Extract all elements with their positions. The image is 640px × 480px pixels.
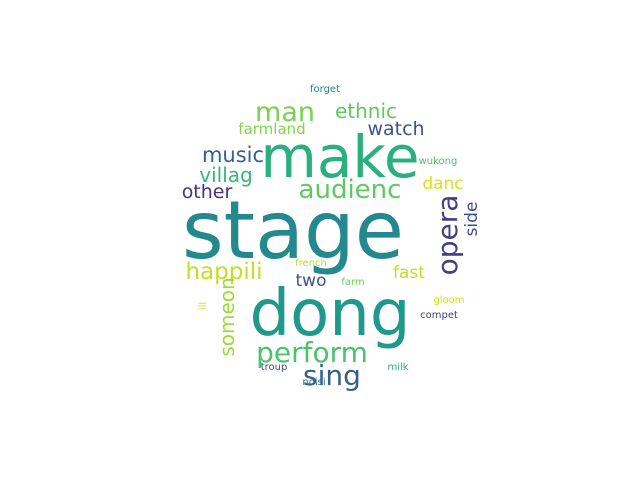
word-side: side xyxy=(462,202,482,237)
word-sing: sing xyxy=(303,359,361,392)
word-danc: danc xyxy=(422,174,463,194)
word-man: man xyxy=(255,97,315,128)
word-two: two xyxy=(296,271,327,291)
word-perform: perform xyxy=(256,336,368,369)
word-watch: watch xyxy=(367,118,424,140)
word-wukong: wukong xyxy=(419,156,458,167)
word-gloom: gloom xyxy=(433,295,464,306)
word-ethnic: ethnic xyxy=(335,99,397,123)
word-villag: villag xyxy=(199,163,252,187)
word-noisi: noisi xyxy=(302,377,325,388)
word-dong: dong xyxy=(250,277,411,351)
word-milk: milk xyxy=(387,362,408,373)
word-ill: ill xyxy=(198,302,209,310)
word-fast: fast xyxy=(393,263,425,283)
word-music: music xyxy=(202,143,264,167)
word-happili: happili xyxy=(185,259,262,285)
word-forget: forget xyxy=(310,84,340,95)
word-compet: compet xyxy=(420,310,458,321)
word-french: french xyxy=(295,258,327,269)
word-opera: opera xyxy=(431,195,464,276)
word-someon: someon xyxy=(215,277,239,356)
word-troup: troup xyxy=(261,362,288,373)
word-farmland: farmland xyxy=(238,120,305,138)
word-stage: stage xyxy=(182,184,404,277)
word-other: other xyxy=(182,181,233,203)
word-make: make xyxy=(260,123,419,191)
word-audienc: audienc xyxy=(299,175,402,205)
word-farm: farm xyxy=(341,277,364,288)
